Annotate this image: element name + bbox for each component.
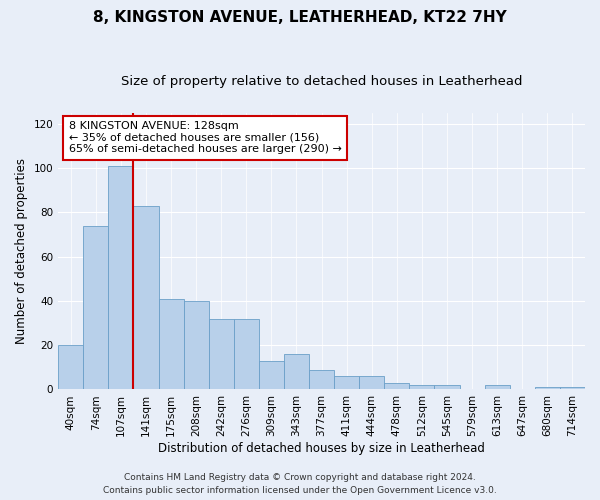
Bar [334,376,359,390]
Bar [434,385,460,390]
Bar [309,370,334,390]
Bar [234,318,259,390]
Bar [83,226,109,390]
Bar [184,301,209,390]
Bar [109,166,133,390]
Bar [409,385,434,390]
Bar [284,354,309,390]
Title: Size of property relative to detached houses in Leatherhead: Size of property relative to detached ho… [121,75,523,88]
Bar [209,318,234,390]
Text: Contains HM Land Registry data © Crown copyright and database right 2024.
Contai: Contains HM Land Registry data © Crown c… [103,474,497,495]
Bar [535,387,560,390]
Bar [259,360,284,390]
Y-axis label: Number of detached properties: Number of detached properties [15,158,28,344]
Text: 8 KINGSTON AVENUE: 128sqm
← 35% of detached houses are smaller (156)
65% of semi: 8 KINGSTON AVENUE: 128sqm ← 35% of detac… [69,121,341,154]
Bar [359,376,385,390]
Bar [560,387,585,390]
Bar [385,383,409,390]
X-axis label: Distribution of detached houses by size in Leatherhead: Distribution of detached houses by size … [158,442,485,455]
Bar [485,385,510,390]
Bar [158,298,184,390]
Bar [58,345,83,390]
Bar [133,206,158,390]
Text: 8, KINGSTON AVENUE, LEATHERHEAD, KT22 7HY: 8, KINGSTON AVENUE, LEATHERHEAD, KT22 7H… [93,10,507,25]
